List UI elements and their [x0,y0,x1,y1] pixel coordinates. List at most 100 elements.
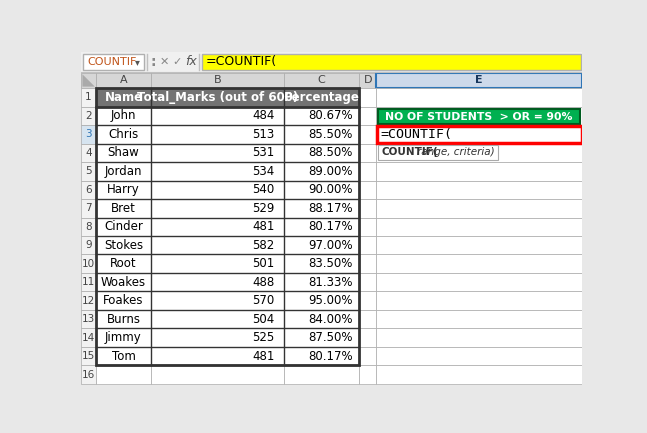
Text: 529: 529 [252,202,274,215]
Bar [151,73,284,88]
Bar [284,255,359,273]
Bar [96,217,151,236]
Text: Cinder: Cinder [104,220,143,233]
Bar [81,162,96,181]
Bar [96,365,151,384]
Text: 90.00%: 90.00% [309,183,353,196]
Bar [378,109,580,124]
Bar [284,236,359,255]
Text: D: D [364,75,372,85]
Bar [376,365,582,384]
Text: 16: 16 [82,370,95,380]
Bar [96,88,359,365]
Bar [359,144,376,162]
Bar [96,125,151,144]
Text: B: B [214,75,221,85]
Bar [359,291,376,310]
Bar [376,88,582,107]
Bar [81,217,96,236]
Bar [359,125,376,144]
Bar [151,217,284,236]
Bar [96,107,151,125]
Text: Harry: Harry [107,183,140,196]
Text: Root: Root [110,257,137,270]
Text: 13: 13 [82,314,95,324]
Bar [81,52,582,72]
Bar [284,199,359,217]
Text: E: E [476,75,483,85]
Bar [284,125,359,144]
Bar [376,347,582,365]
Text: 84.00%: 84.00% [309,313,353,326]
Bar [359,365,376,384]
Bar [376,273,582,291]
Text: 484: 484 [252,110,274,123]
Text: 10: 10 [82,259,95,269]
Bar [96,236,151,255]
Bar [359,273,376,291]
Bar [96,199,151,217]
Text: Chris: Chris [109,128,138,141]
Text: ✕: ✕ [160,57,170,67]
Text: NO OF STUDENTS  > OR = 90%: NO OF STUDENTS > OR = 90% [386,112,573,122]
Text: 501: 501 [252,257,274,270]
Bar [81,73,582,88]
Bar [96,144,151,162]
Bar [151,199,284,217]
Bar [284,273,359,291]
Bar [359,310,376,328]
Bar [151,107,284,125]
Bar [81,199,96,217]
Bar [151,291,284,310]
Text: 12: 12 [82,296,95,306]
Bar [284,217,359,236]
Bar [96,162,151,181]
Text: 81.33%: 81.33% [309,276,353,289]
Bar [359,255,376,273]
Text: 80.17%: 80.17% [308,220,353,233]
Bar [359,73,376,88]
Text: 570: 570 [252,294,274,307]
Text: Jimmy: Jimmy [105,331,142,344]
Text: Foakes: Foakes [104,294,144,307]
Bar [376,291,582,310]
Text: fx: fx [185,55,197,68]
Bar [284,347,359,365]
Bar [359,347,376,365]
Bar [376,310,582,328]
Bar [359,88,376,107]
Text: Stokes: Stokes [104,239,143,252]
Bar [202,54,581,70]
Bar [376,107,582,125]
Bar [376,217,582,236]
Bar [284,88,359,107]
Bar [359,107,376,125]
Bar [151,181,284,199]
Bar [81,236,96,255]
Text: 4: 4 [85,148,92,158]
Bar [151,162,284,181]
Text: 85.50%: 85.50% [309,128,353,141]
Bar [151,144,284,162]
Text: Name: Name [104,91,142,104]
FancyBboxPatch shape [378,145,498,160]
Text: 14: 14 [82,333,95,343]
Text: 504: 504 [252,313,274,326]
Text: 3: 3 [85,129,92,139]
Bar [96,310,151,328]
Text: 88.50%: 88.50% [309,146,353,159]
Bar [81,144,96,162]
Bar [359,199,376,217]
Text: 488: 488 [252,276,274,289]
Text: ▾: ▾ [135,57,140,67]
Bar [81,273,96,291]
Bar [151,365,284,384]
Bar [376,144,582,162]
Text: 513: 513 [252,128,274,141]
Text: 534: 534 [252,165,274,178]
Bar [284,291,359,310]
Bar [284,181,359,199]
Text: Total_Marks (out of 600): Total_Marks (out of 600) [137,91,298,104]
Text: 97.00%: 97.00% [308,239,353,252]
Bar [359,236,376,255]
